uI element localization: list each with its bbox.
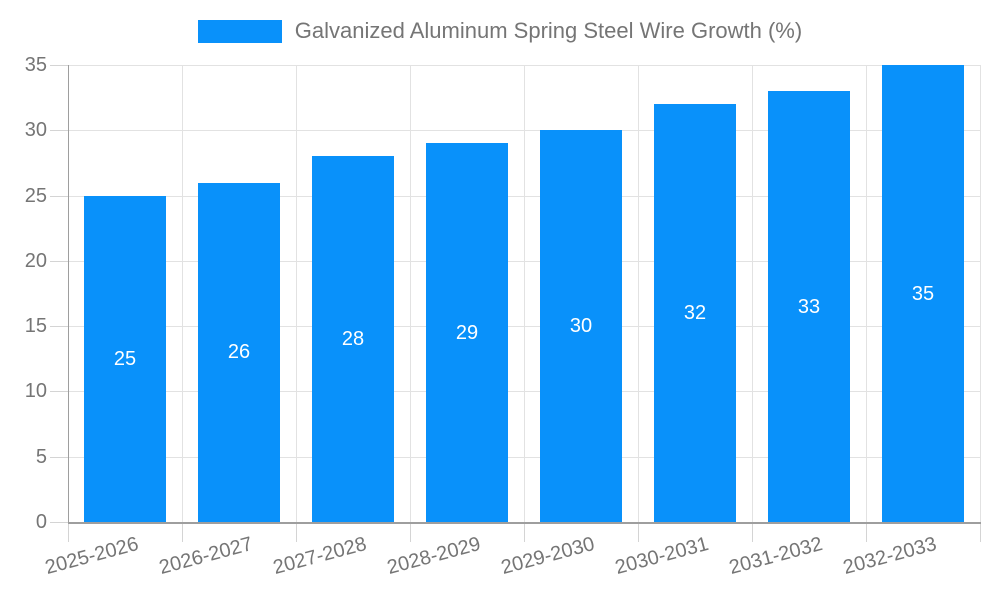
bar xyxy=(654,104,736,522)
gridline-v xyxy=(410,65,411,522)
y-axis-label: 15 xyxy=(24,315,47,337)
x-axis-tick xyxy=(68,522,69,542)
legend[interactable]: Galvanized Aluminum Spring Steel Wire Gr… xyxy=(0,17,1000,45)
y-axis-line xyxy=(68,65,69,522)
y-axis-label: 5 xyxy=(35,446,47,468)
bar xyxy=(540,130,622,522)
y-axis-tick xyxy=(50,522,68,523)
y-axis-tick xyxy=(50,391,68,392)
gridline-v xyxy=(752,65,753,522)
x-axis-tick xyxy=(524,522,525,542)
y-axis-tick xyxy=(50,196,68,197)
bar-value-label: 25 xyxy=(113,348,137,370)
bar-value-label: 28 xyxy=(341,328,365,350)
bar xyxy=(882,65,964,522)
x-axis-tick xyxy=(866,522,867,542)
y-axis-tick xyxy=(50,457,68,458)
x-axis-tick xyxy=(182,522,183,542)
bar xyxy=(768,91,850,522)
x-axis-line xyxy=(68,522,981,524)
gridline-v xyxy=(182,65,183,522)
x-axis-tick xyxy=(638,522,639,542)
gridline-v xyxy=(980,65,981,522)
bar xyxy=(426,143,508,522)
x-axis-tick xyxy=(410,522,411,542)
gridline-v xyxy=(866,65,867,522)
gridline-v xyxy=(638,65,639,522)
gridline-v xyxy=(524,65,525,522)
y-axis-label: 0 xyxy=(35,511,47,533)
y-axis-label: 25 xyxy=(24,185,47,207)
x-axis-tick xyxy=(752,522,753,542)
bar-value-label: 26 xyxy=(227,341,251,363)
y-axis-tick xyxy=(50,261,68,262)
bar-value-label: 30 xyxy=(569,315,593,337)
bar xyxy=(198,183,280,522)
bar xyxy=(84,196,166,522)
y-axis-tick xyxy=(50,65,68,66)
bar-value-label: 35 xyxy=(911,283,935,305)
y-axis-label: 30 xyxy=(24,119,47,141)
y-axis-label: 20 xyxy=(24,250,47,272)
bar-value-label: 32 xyxy=(683,302,707,324)
bar xyxy=(312,156,394,522)
y-axis-tick xyxy=(50,326,68,327)
y-axis-label: 35 xyxy=(24,54,47,76)
bar-value-label: 33 xyxy=(797,296,821,318)
bar-value-label: 29 xyxy=(455,322,479,344)
y-axis-tick xyxy=(50,130,68,131)
x-axis-tick xyxy=(296,522,297,542)
legend-swatch[interactable] xyxy=(197,19,282,43)
legend-label[interactable]: Galvanized Aluminum Spring Steel Wire Gr… xyxy=(294,18,803,43)
y-axis-label: 10 xyxy=(24,380,47,402)
x-axis-tick xyxy=(980,522,981,542)
gridline-v xyxy=(296,65,297,522)
